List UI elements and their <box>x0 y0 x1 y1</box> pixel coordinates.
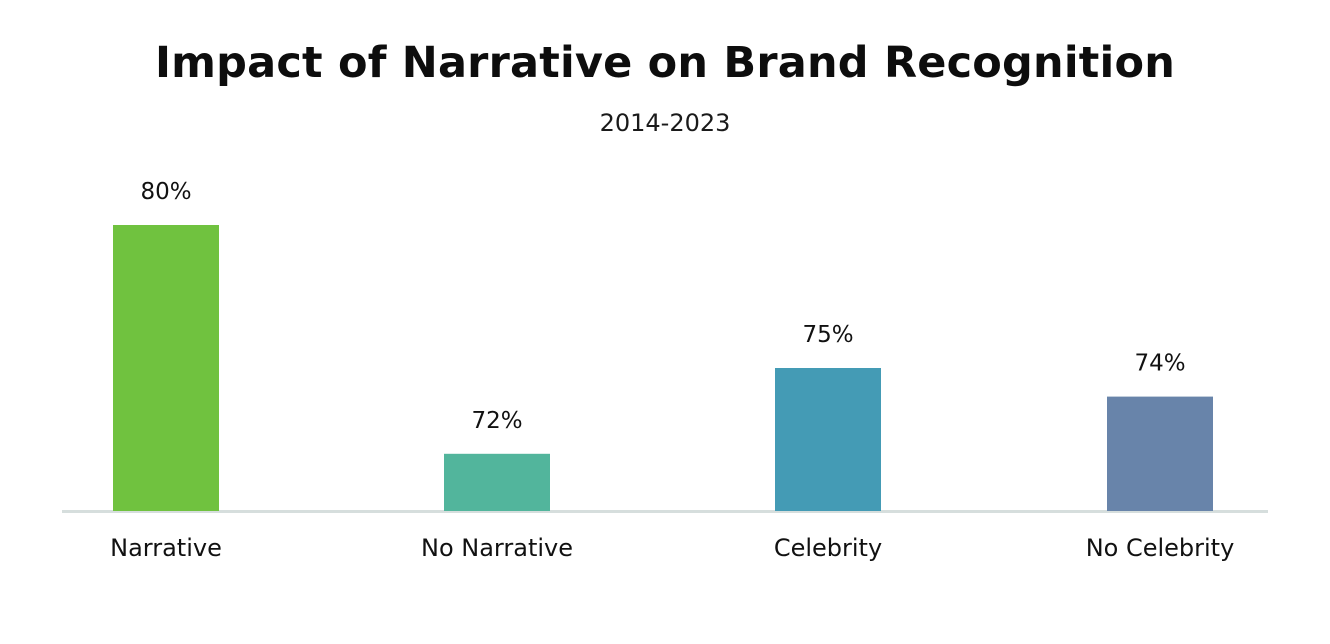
bar-celebrity <box>775 368 881 511</box>
bar-narrative <box>113 225 219 511</box>
bar-no-narrative <box>444 453 550 511</box>
bar-no-celebrity <box>1107 396 1213 511</box>
value-label: 80% <box>140 179 191 205</box>
category-label: No Narrative <box>421 534 573 562</box>
value-label: 74% <box>1134 351 1185 377</box>
value-label: 72% <box>471 408 522 434</box>
category-label: No Celebrity <box>1086 534 1235 562</box>
category-label: Narrative <box>110 534 222 562</box>
chart-title: Impact of Narrative on Brand Recognition <box>154 38 1176 88</box>
chart-subtitle: 2014-2023 <box>599 109 731 137</box>
value-label: 75% <box>802 322 853 348</box>
category-label: Celebrity <box>774 534 882 562</box>
